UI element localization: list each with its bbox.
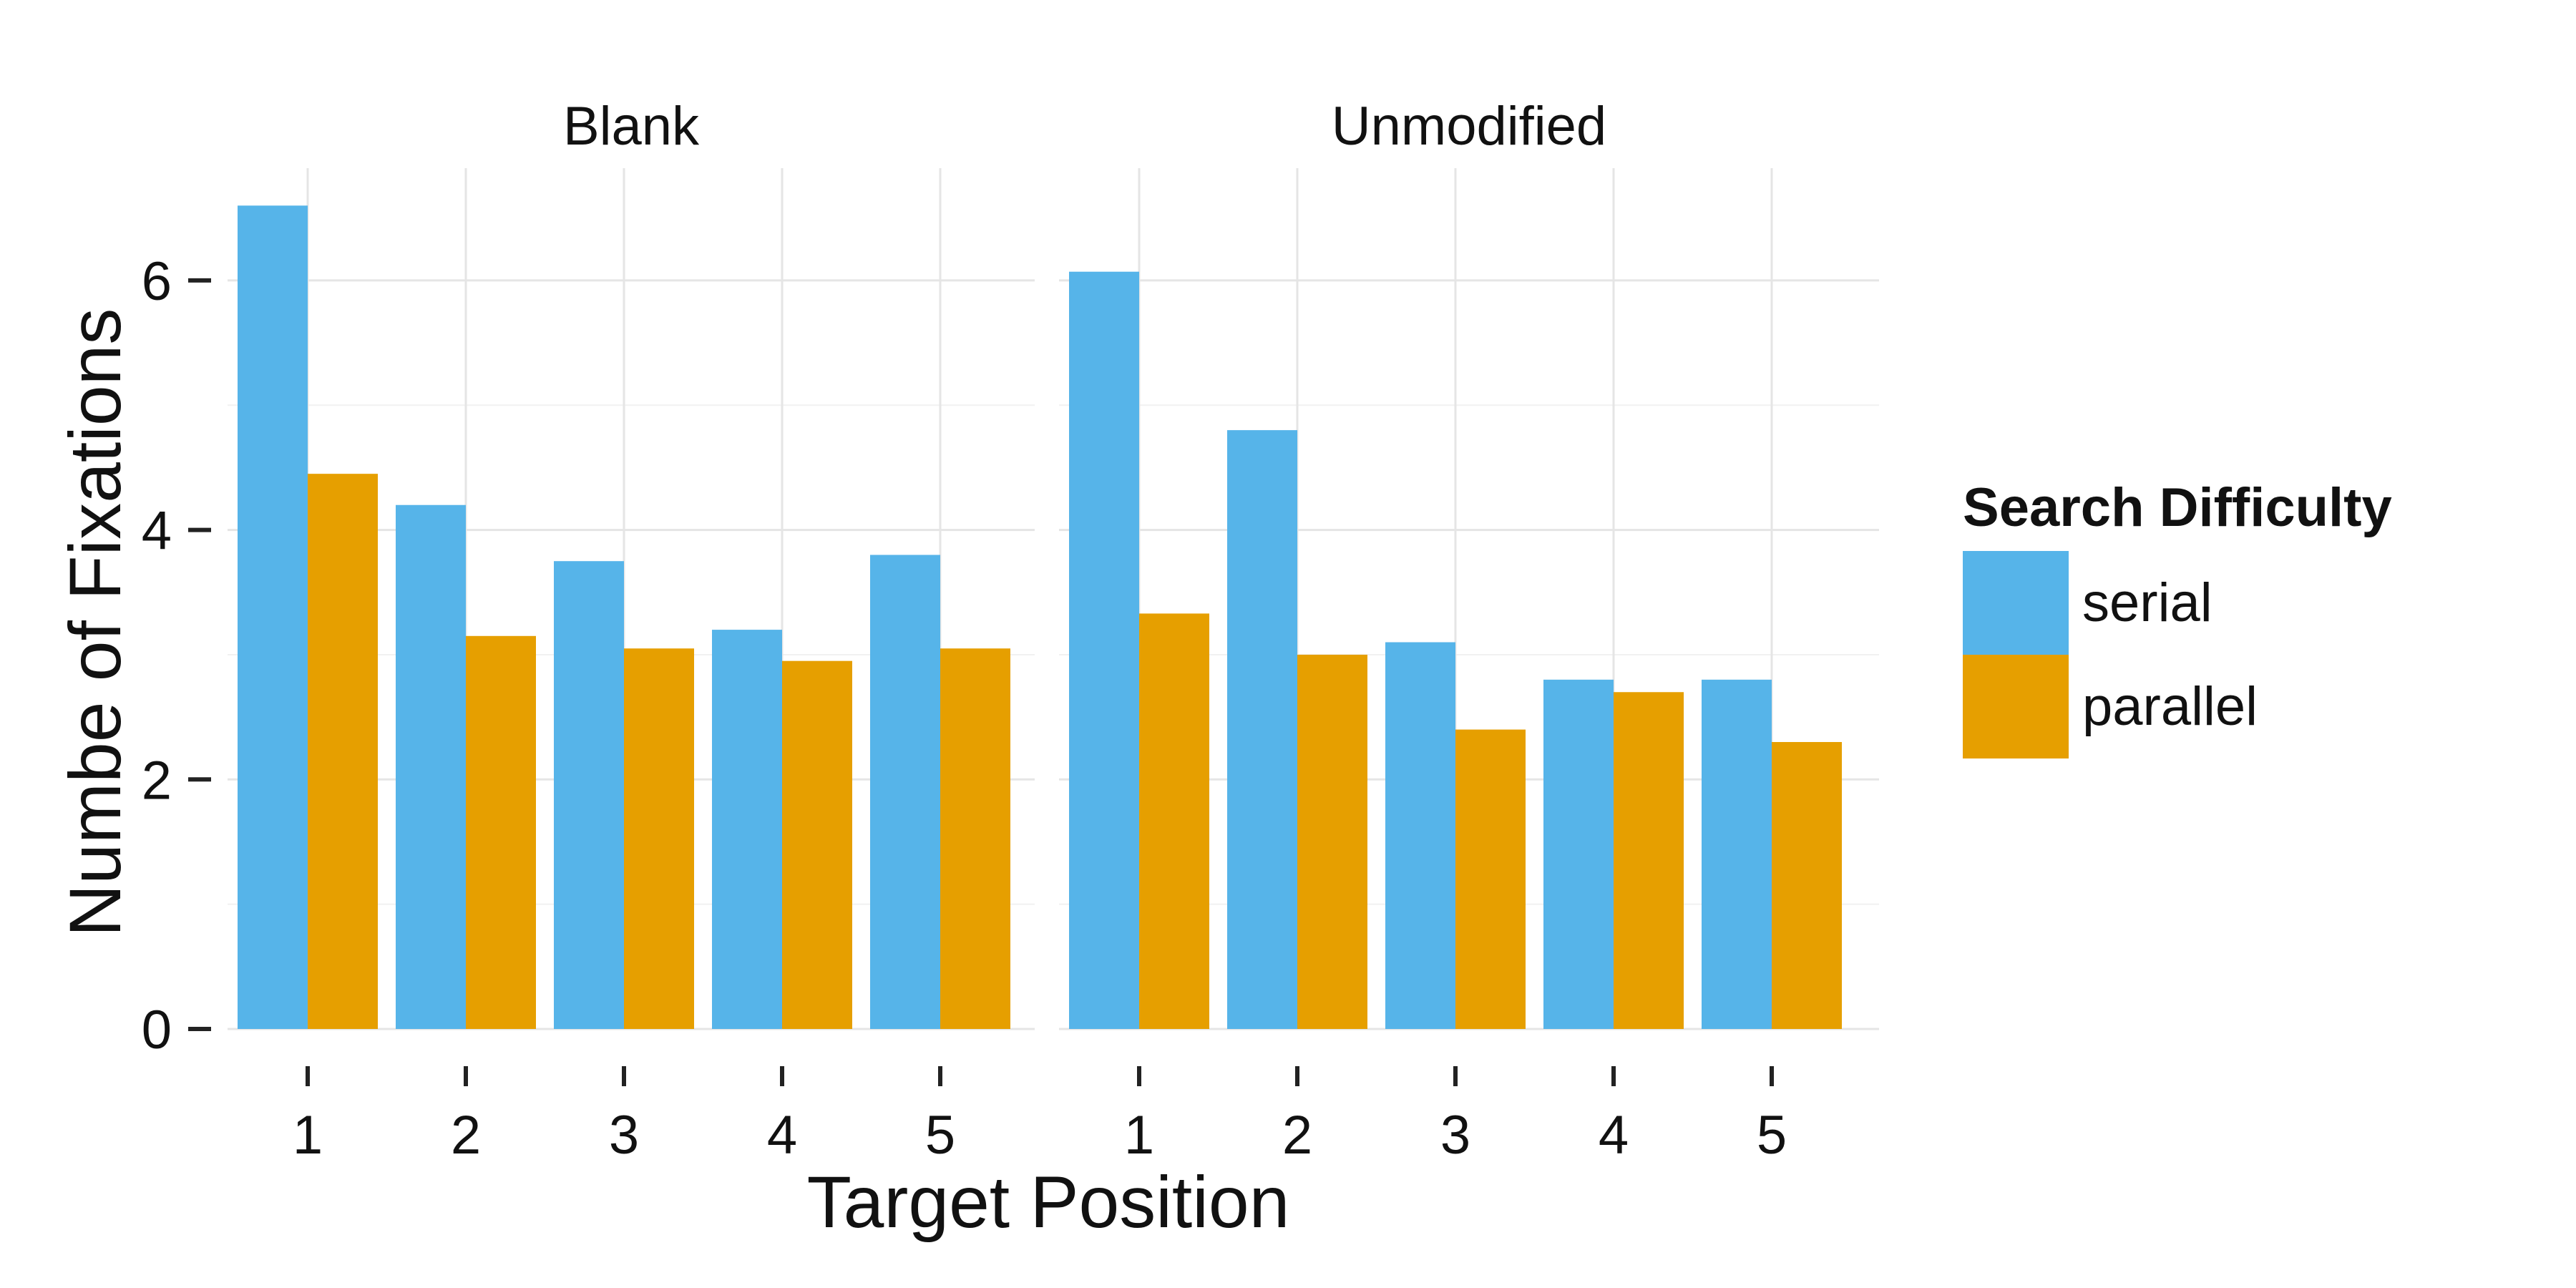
legend-label-parallel: parallel <box>2082 676 2258 737</box>
bar-parallel <box>1139 613 1209 1029</box>
y-tick-label: 2 <box>142 750 172 811</box>
bar-parallel <box>308 474 378 1029</box>
panel-blank: Blank 1 2 3 4 5 <box>228 96 1035 1166</box>
y-tick-label: 6 <box>142 251 172 312</box>
bar-parallel <box>466 635 536 1029</box>
x-tick-label: 3 <box>609 1105 639 1166</box>
x-tick-label: 2 <box>451 1105 481 1166</box>
bar-serial <box>238 205 308 1030</box>
x-tick-label: 3 <box>1440 1105 1470 1166</box>
bar-parallel <box>624 648 694 1029</box>
x-tick-label: 4 <box>767 1105 797 1166</box>
y-axis-title: Numbe of Fixations <box>54 308 136 937</box>
bar-serial <box>396 504 466 1029</box>
bar-serial <box>870 555 940 1029</box>
x-axis-title: Target Position <box>807 1161 1290 1243</box>
bar-serial <box>1702 679 1772 1029</box>
x-tick-label: 5 <box>1757 1105 1787 1166</box>
panel-title: Blank <box>563 96 700 157</box>
bar-parallel <box>782 660 852 1029</box>
bar-serial <box>712 630 782 1029</box>
y-tick-label: 0 <box>142 1000 172 1060</box>
bar-serial <box>1385 642 1455 1029</box>
legend-label-serial: serial <box>2082 572 2212 633</box>
panels: Blank 1 2 3 4 5 Unmodified 1 2 3 4 5 <box>228 96 1879 1166</box>
bar-parallel <box>1614 692 1684 1029</box>
x-tick-label: 4 <box>1599 1105 1629 1166</box>
legend-swatch-serial <box>1963 551 2069 655</box>
bar-parallel <box>1297 654 1367 1029</box>
y-axis: 0 2 4 6 <box>142 251 211 1060</box>
panel-unmodified: Unmodified 1 2 3 4 5 <box>1059 96 1879 1166</box>
bar-serial <box>554 561 624 1029</box>
bar-serial <box>1543 679 1614 1029</box>
bar-parallel <box>940 648 1010 1029</box>
x-tick-label: 1 <box>293 1105 323 1166</box>
bar-serial <box>1227 430 1297 1029</box>
panel-title: Unmodified <box>1332 96 1606 157</box>
bar-parallel <box>1455 729 1526 1029</box>
x-tick-label: 1 <box>1124 1105 1154 1166</box>
legend-title: Search Difficulty <box>1963 477 2392 538</box>
x-tick-label: 2 <box>1282 1105 1312 1166</box>
bar-parallel <box>1772 742 1842 1029</box>
y-tick-label: 4 <box>142 501 172 562</box>
legend-swatch-parallel <box>1963 655 2069 758</box>
bar-serial <box>1069 271 1139 1029</box>
legend: Search Difficulty serial parallel <box>1963 477 2392 758</box>
x-tick-label: 5 <box>925 1105 955 1166</box>
